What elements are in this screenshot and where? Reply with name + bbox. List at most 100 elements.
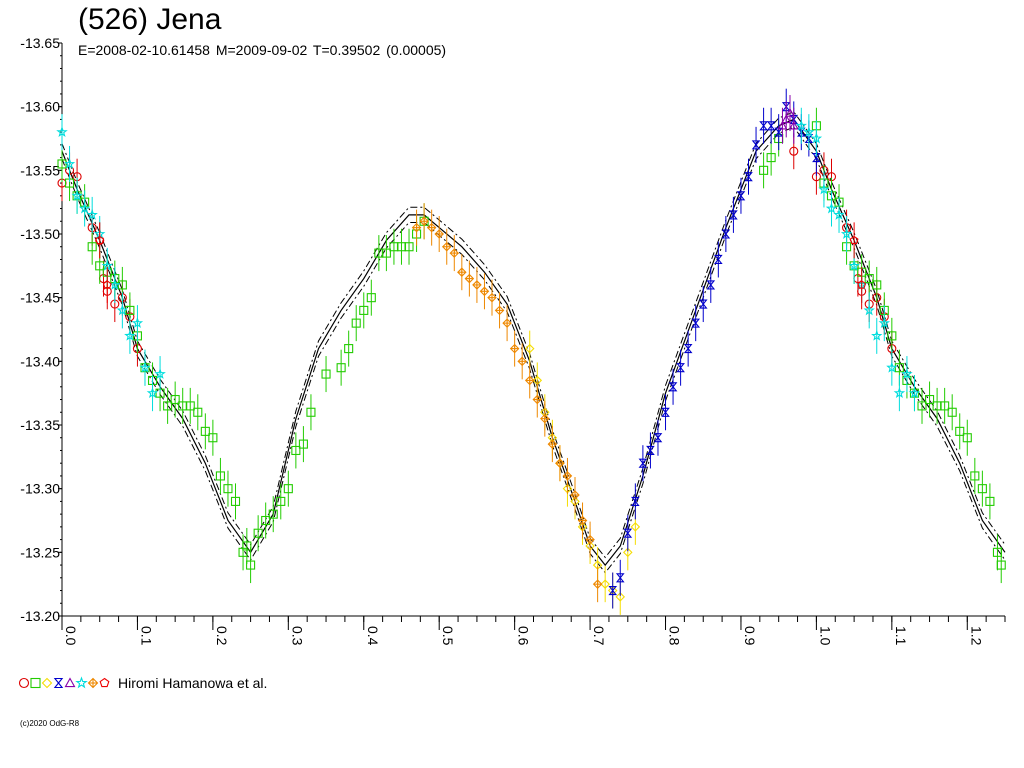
point-marker (78, 202, 91, 214)
series-triangle (777, 95, 799, 144)
data-point (223, 470, 233, 507)
x-tick-label: 0.1 (138, 626, 154, 646)
data-point (887, 317, 897, 354)
point-marker (246, 560, 256, 570)
data-point (185, 387, 195, 424)
data-point (788, 107, 799, 144)
point-marker (124, 329, 136, 341)
point-marker (955, 426, 965, 436)
data-point (124, 317, 136, 354)
data-point (366, 279, 376, 316)
point-marker (57, 159, 67, 169)
data-point (562, 457, 573, 494)
point-marker (577, 515, 588, 526)
point-marker (306, 407, 316, 417)
point-marker (426, 222, 437, 233)
data-point (502, 305, 512, 342)
data-point (441, 228, 452, 265)
model-curve-line (61, 118, 1006, 567)
point-marker (411, 222, 422, 233)
point-marker (494, 305, 505, 316)
point-marker (795, 119, 808, 131)
point-marker (592, 579, 603, 589)
data-point (871, 317, 883, 354)
point-marker (833, 208, 845, 220)
data-point (908, 375, 921, 412)
point-marker (615, 573, 625, 583)
data-point (540, 400, 550, 437)
x-tick: 0.0 (61, 616, 79, 646)
data-point (818, 171, 830, 208)
point-marker (871, 329, 883, 341)
point-marker (404, 242, 414, 252)
x-tick-label: 0.2 (214, 626, 230, 646)
data-point (178, 387, 188, 424)
data-point (321, 356, 331, 393)
data-point (524, 330, 535, 367)
data-point (457, 254, 467, 291)
data-point (781, 101, 792, 138)
x-tick-label: 1.1 (893, 626, 909, 646)
data-point (298, 426, 308, 463)
data-point (608, 572, 618, 609)
point-marker (970, 471, 980, 481)
data-point (970, 457, 980, 494)
point-marker (86, 208, 98, 220)
y-tick: -13.30 (20, 481, 62, 497)
point-marker (840, 227, 853, 239)
y-tick: -13.60 (20, 99, 62, 115)
point-marker (789, 114, 799, 124)
point-marker (789, 146, 799, 156)
data-point (230, 483, 241, 520)
point-marker (464, 273, 475, 284)
data-point (396, 228, 407, 265)
point-marker (886, 361, 898, 373)
copyright: (c)2020 OdG-R8 (20, 719, 80, 728)
point-marker (759, 165, 769, 175)
y-tick-label: -13.50 (20, 226, 60, 242)
series-pentagon (95, 222, 867, 303)
point-marker (887, 331, 897, 341)
x-tick: 0.9 (740, 616, 758, 646)
point-marker (102, 280, 112, 289)
data-point (200, 413, 210, 450)
point-marker (449, 248, 460, 258)
data-point (825, 190, 838, 227)
legend-marker-hourglass (53, 677, 64, 689)
data-point (479, 273, 490, 310)
legend-marker-cross-diamond (87, 677, 99, 689)
data-point (570, 477, 580, 514)
data-point (996, 547, 1006, 584)
data-point (901, 356, 913, 393)
point-marker (457, 267, 467, 277)
data-point (810, 120, 823, 157)
data-point (691, 305, 701, 342)
y-tick-label: -13.20 (20, 608, 60, 624)
point-marker (87, 242, 97, 252)
data-point (600, 566, 610, 603)
y-tick: -13.55 (20, 162, 62, 178)
data-point (955, 413, 965, 450)
data-point (419, 203, 429, 240)
data-point (744, 158, 753, 195)
data-point (449, 235, 460, 272)
data-point (57, 145, 67, 182)
y-tick-label: -13.65 (20, 35, 60, 51)
point-marker (555, 458, 565, 468)
data-point (344, 330, 354, 367)
point-marker (276, 496, 286, 506)
x-tick: 0.2 (212, 616, 230, 646)
data-point (306, 394, 316, 431)
point-marker (547, 439, 558, 449)
data-point (116, 292, 128, 329)
data-point (653, 419, 663, 456)
point-marker (977, 484, 987, 494)
point-marker (863, 304, 875, 316)
point-marker (781, 114, 792, 124)
point-marker (208, 433, 218, 443)
y-tick: -13.50 (20, 226, 62, 242)
point-marker (56, 126, 68, 138)
data-point (947, 394, 957, 431)
y-tick: -13.20 (20, 608, 62, 624)
point-marker (849, 235, 859, 245)
